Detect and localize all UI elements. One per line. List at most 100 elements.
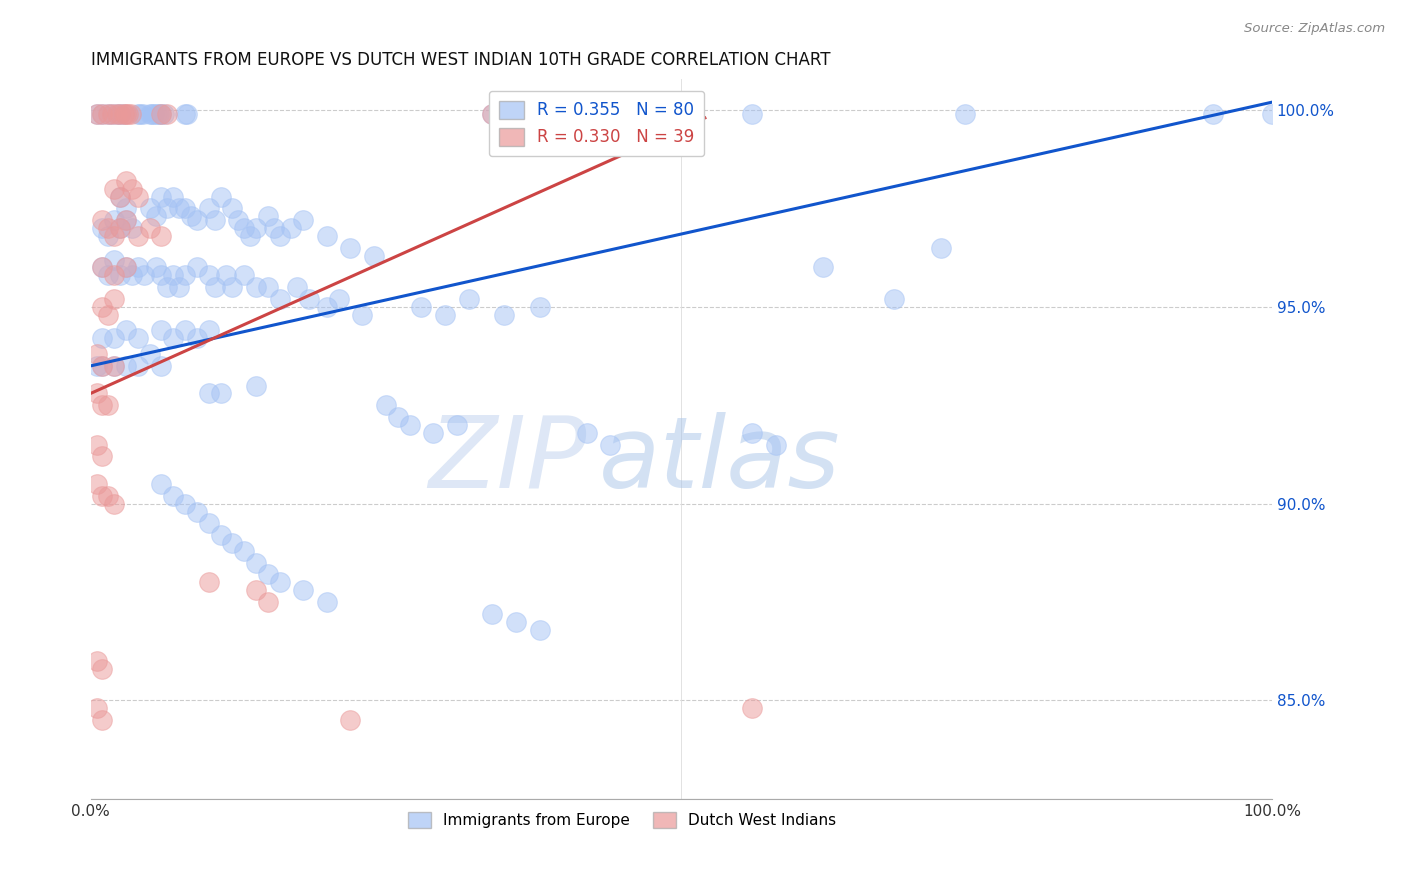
Point bbox=[494, 308, 516, 322]
Point bbox=[167, 280, 190, 294]
Point bbox=[481, 607, 503, 621]
Point bbox=[239, 229, 262, 244]
Point bbox=[162, 489, 184, 503]
Point bbox=[115, 107, 138, 121]
Point bbox=[245, 280, 267, 294]
Point bbox=[204, 213, 226, 227]
Point bbox=[145, 260, 167, 275]
Point bbox=[91, 221, 114, 235]
Point bbox=[221, 280, 243, 294]
Point bbox=[197, 323, 219, 337]
Point bbox=[529, 107, 551, 121]
Point bbox=[245, 378, 267, 392]
Point bbox=[91, 398, 114, 412]
Point bbox=[115, 359, 138, 373]
Point bbox=[186, 213, 208, 227]
Point bbox=[197, 575, 219, 590]
Point bbox=[86, 359, 108, 373]
Point bbox=[127, 107, 149, 121]
Point bbox=[150, 229, 173, 244]
Point bbox=[156, 107, 179, 121]
Legend: Immigrants from Europe, Dutch West Indians: Immigrants from Europe, Dutch West India… bbox=[402, 805, 842, 834]
Point bbox=[91, 107, 114, 121]
Point bbox=[150, 268, 173, 283]
Point bbox=[127, 331, 149, 345]
Point bbox=[174, 268, 197, 283]
Point bbox=[150, 189, 173, 203]
Point bbox=[269, 229, 291, 244]
Point bbox=[86, 701, 108, 715]
Point bbox=[108, 189, 131, 203]
Point bbox=[422, 425, 444, 440]
Point bbox=[298, 292, 321, 306]
Point bbox=[221, 536, 243, 550]
Point bbox=[481, 107, 503, 121]
Point bbox=[174, 107, 197, 121]
Point bbox=[315, 300, 337, 314]
Point bbox=[204, 280, 226, 294]
Point bbox=[174, 323, 197, 337]
Point bbox=[162, 331, 184, 345]
Point bbox=[86, 437, 108, 451]
Point bbox=[505, 615, 527, 629]
Point bbox=[156, 202, 179, 216]
Point bbox=[138, 347, 160, 361]
Point bbox=[86, 386, 108, 401]
Point bbox=[108, 107, 131, 121]
Point bbox=[103, 292, 125, 306]
Point bbox=[499, 107, 522, 121]
Point bbox=[150, 323, 173, 337]
Point bbox=[120, 107, 142, 121]
Point bbox=[162, 268, 184, 283]
Point bbox=[91, 260, 114, 275]
Point bbox=[245, 221, 267, 235]
Point bbox=[103, 331, 125, 345]
Point bbox=[129, 107, 152, 121]
Point bbox=[457, 292, 479, 306]
Point bbox=[115, 213, 138, 227]
Point bbox=[91, 450, 114, 464]
Point bbox=[115, 213, 138, 227]
Point bbox=[97, 308, 120, 322]
Point bbox=[91, 662, 114, 676]
Point bbox=[121, 182, 143, 196]
Point bbox=[150, 107, 173, 121]
Point bbox=[516, 107, 538, 121]
Point bbox=[387, 410, 409, 425]
Point bbox=[233, 221, 256, 235]
Point bbox=[197, 202, 219, 216]
Point bbox=[929, 241, 952, 255]
Point bbox=[741, 425, 763, 440]
Point bbox=[256, 567, 278, 582]
Point bbox=[529, 623, 551, 637]
Point bbox=[97, 107, 120, 121]
Point bbox=[516, 107, 538, 121]
Text: ZIP: ZIP bbox=[429, 412, 586, 508]
Text: IMMIGRANTS FROM EUROPE VS DUTCH WEST INDIAN 10TH GRADE CORRELATION CHART: IMMIGRANTS FROM EUROPE VS DUTCH WEST IND… bbox=[90, 51, 830, 69]
Point bbox=[292, 213, 315, 227]
Point bbox=[156, 280, 179, 294]
Point bbox=[263, 221, 285, 235]
Point bbox=[115, 202, 138, 216]
Point bbox=[145, 210, 167, 224]
Point bbox=[269, 575, 291, 590]
Point bbox=[339, 713, 361, 727]
Point bbox=[127, 359, 149, 373]
Point bbox=[499, 107, 522, 121]
Point bbox=[446, 417, 468, 432]
Point bbox=[91, 359, 114, 373]
Point bbox=[97, 107, 120, 121]
Point bbox=[186, 504, 208, 518]
Point bbox=[127, 189, 149, 203]
Point bbox=[121, 268, 143, 283]
Point bbox=[91, 331, 114, 345]
Point bbox=[145, 107, 167, 121]
Point bbox=[186, 260, 208, 275]
Point bbox=[105, 107, 128, 121]
Point bbox=[91, 213, 114, 227]
Point bbox=[103, 359, 125, 373]
Point bbox=[103, 229, 125, 244]
Point bbox=[162, 189, 184, 203]
Point bbox=[131, 107, 153, 121]
Point bbox=[103, 213, 125, 227]
